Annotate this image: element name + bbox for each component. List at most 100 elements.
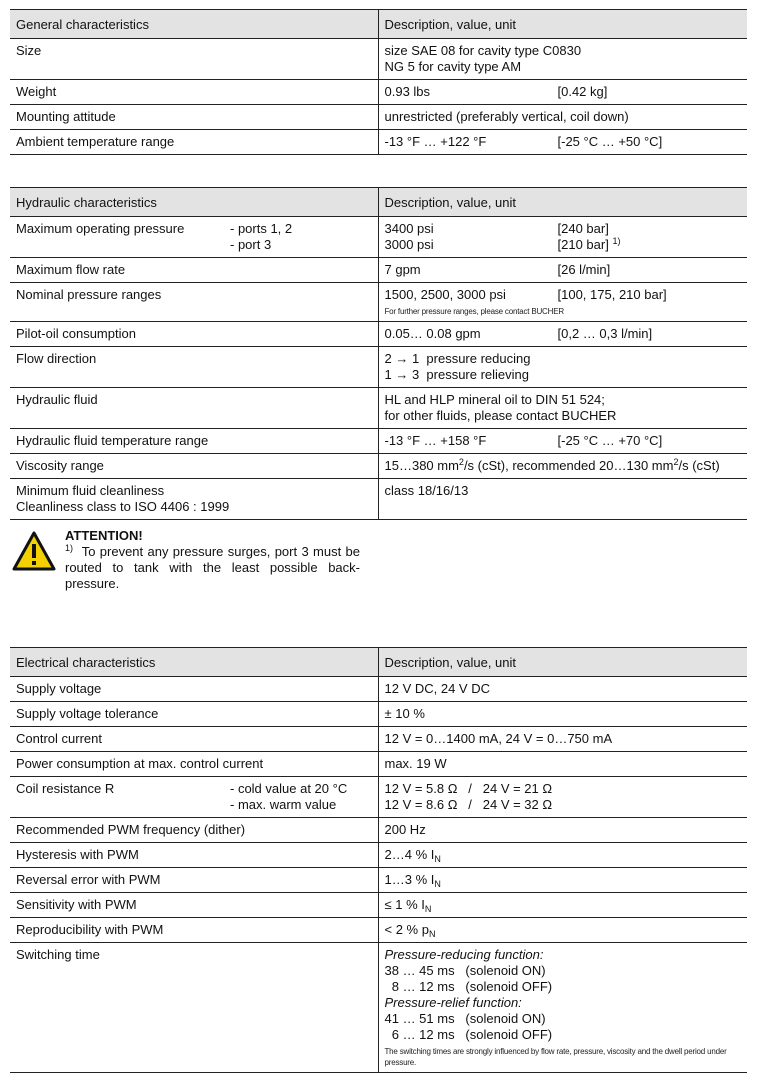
text-segment: 1 → 3 pressure relieving (384, 367, 530, 382)
table-row: Control current 12 V = 0…1400 mA, 24 V = … (10, 726, 747, 752)
table-header-row: Hydraulic characteristics Description, va… (10, 187, 747, 217)
characteristic-cell: Supply voltage tolerance (10, 701, 378, 727)
value-line: 0.05… 0.08 gpm [0,2 … 0,3 l/min] (385, 326, 742, 342)
characteristic-cell: Hydraulic fluid temperature range (10, 428, 378, 454)
text-segment: 3000 psi (384, 237, 434, 252)
general-characteristics-table: General characteristics Description, valu… (10, 9, 747, 155)
value-cell: ± 10 % (377, 701, 747, 727)
column-header-description: Description, value, unit (377, 187, 747, 217)
characteristic-label: - port 3 (16, 237, 372, 253)
metric-value: [-25 °C … +70 °C] (558, 433, 663, 449)
value-line: 8 … 12 ms (solenoid OFF) (385, 979, 742, 995)
label-condition: - ports 1, 2 (230, 221, 293, 236)
value-line: unrestricted (preferably vertical, coil … (385, 109, 742, 125)
electrical-characteristics-table: Electrical characteristics Description, v… (10, 647, 747, 1073)
characteristic-label: Maximum flow rate (16, 262, 372, 278)
value-line: 6 … 12 ms (solenoid OFF) (385, 1027, 742, 1043)
text-segment: ± 10 % (384, 706, 425, 721)
characteristic-cell: Coil resistance R - cold value at 20 °C -… (10, 776, 378, 818)
table-row: Sensitivity with PWM ≤ 1 % IN (10, 892, 747, 918)
subscript: N (428, 929, 436, 939)
characteristic-cell: Weight (10, 79, 378, 105)
text-segment: /s (cSt), recommended 20…130 mm (463, 458, 674, 473)
value-line: ± 10 % (385, 706, 742, 722)
label-text: Cleanliness class to ISO 4406 : 1999 (16, 499, 230, 514)
value-line: size SAE 08 for cavity type C0830 (385, 43, 742, 59)
text-segment: 1500, 2500, 3000 psi (384, 287, 506, 302)
text-segment: 15…380 mm (384, 458, 459, 473)
characteristic-cell: Viscosity range (10, 453, 378, 479)
text-segment: [240 bar] (557, 221, 609, 236)
value-line: HL and HLP mineral oil to DIN 51 524; (385, 392, 742, 408)
text-segment: 6 … 12 ms (solenoid OFF) (384, 1027, 553, 1042)
metric-value: [100, 175, 210 bar] (558, 287, 667, 303)
table-row: Switching time Pressure-reducing function… (10, 942, 747, 1073)
characteristic-label: Supply voltage (16, 681, 372, 697)
table-row: Recommended PWM frequency (dither) 200 Hz (10, 817, 747, 843)
characteristic-label: - max. warm value (16, 797, 372, 813)
characteristic-cell: Nominal pressure ranges (10, 282, 378, 322)
characteristic-cell: Control current (10, 726, 378, 752)
value-note: The switching times are strongly influen… (384, 1047, 727, 1067)
value-line: for other fluids, please contact BUCHER (385, 408, 742, 424)
table-row: Hydraulic fluid HL and HLP mineral oil to… (10, 387, 747, 429)
superscript: 1) (612, 236, 621, 246)
italic-heading: Pressure-relief function: (384, 995, 522, 1010)
label-text: Minimum fluid cleanliness (16, 483, 165, 498)
value-cell: 3400 psi [240 bar] 3000 psi [210 bar] 1) (377, 216, 747, 258)
value-cell: 0.05… 0.08 gpm [0,2 … 0,3 l/min] (377, 321, 747, 347)
text-segment: 12 V = 8.6 Ω / 24 V = 32 Ω (384, 797, 553, 812)
label-text: Recommended PWM frequency (dither) (16, 822, 246, 837)
characteristic-label: Sensitivity with PWM (16, 897, 372, 913)
characteristic-cell: Pilot-oil consumption (10, 321, 378, 347)
label-text: Control current (16, 731, 102, 746)
characteristic-label: Control current (16, 731, 372, 747)
text-segment: [0,2 … 0,3 l/min] (557, 326, 653, 341)
text-segment: unrestricted (preferably vertical, coil … (384, 109, 629, 124)
value-cell: max. 19 W (377, 751, 747, 777)
value-line: NG 5 for cavity type AM (385, 59, 742, 75)
characteristic-cell: Hydraulic fluid (10, 387, 378, 429)
characteristic-label: Reversal error with PWM (16, 872, 372, 888)
label-text: Supply voltage (16, 681, 102, 696)
characteristic-label: Viscosity range (16, 458, 372, 474)
label-text: Hydraulic fluid temperature range (16, 433, 209, 448)
value-line: 12 V = 0…1400 mA, 24 V = 0…750 mA (385, 731, 742, 747)
table-row: Ambient temperature range -13 °F … +122 °… (10, 129, 747, 155)
value-line: 2 → 1 pressure reducing (385, 351, 742, 367)
value-cell: 12 V DC, 24 V DC (377, 676, 747, 702)
value-cell: 12 V = 0…1400 mA, 24 V = 0…750 mA (377, 726, 747, 752)
label-text: Coil resistance R (16, 781, 115, 796)
italic-heading: Pressure-reducing function: (384, 947, 544, 962)
label-condition: - max. warm value (230, 797, 337, 812)
superscript: 2 (673, 457, 679, 467)
metric-value: [240 bar] (558, 221, 609, 237)
characteristic-label: Mounting attitude (16, 109, 372, 125)
table-row: Hydraulic fluid temperature range -13 °F … (10, 428, 747, 454)
characteristic-label: Supply voltage tolerance (16, 706, 372, 722)
value-line: 41 … 51 ms (solenoid ON) (385, 1011, 742, 1027)
attention-text: 1) To prevent any pressure surges, port … (65, 543, 360, 592)
column-header-characteristic: Electrical characteristics (10, 647, 378, 677)
value-line: -13 °F … +122 °F [-25 °C … +50 °C] (385, 134, 742, 150)
characteristic-cell: Switching time (10, 942, 378, 1073)
characteristic-label: Reproducibility with PWM (16, 922, 372, 938)
text-segment: HL and HLP mineral oil to DIN 51 524; (384, 392, 605, 407)
characteristic-label: Recommended PWM frequency (dither) (16, 822, 372, 838)
label-text: Weight (16, 84, 57, 99)
label-text: Maximum flow rate (16, 262, 126, 277)
text-segment: -13 °F … +158 °F (384, 433, 487, 448)
column-header-characteristic: Hydraulic characteristics (10, 187, 378, 217)
value-line: 1…3 % IN (385, 872, 742, 889)
value-line: -13 °F … +158 °F [-25 °C … +70 °C] (385, 433, 742, 449)
text-segment: -13 °F … +122 °F (384, 134, 487, 149)
metric-value: [-25 °C … +50 °C] (558, 134, 663, 150)
table-row: Mounting attitude unrestricted (preferabl… (10, 104, 747, 130)
value-line: 7 gpm [26 l/min] (385, 262, 742, 278)
text-segment: [26 l/min] (557, 262, 611, 277)
superscript: 2 (458, 457, 464, 467)
characteristic-label: Ambient temperature range (16, 134, 372, 150)
text-segment: for other fluids, please contact BUCHER (384, 408, 617, 423)
table-row: Reversal error with PWM 1…3 % IN (10, 867, 747, 893)
text-segment: [0.42 kg] (557, 84, 608, 99)
